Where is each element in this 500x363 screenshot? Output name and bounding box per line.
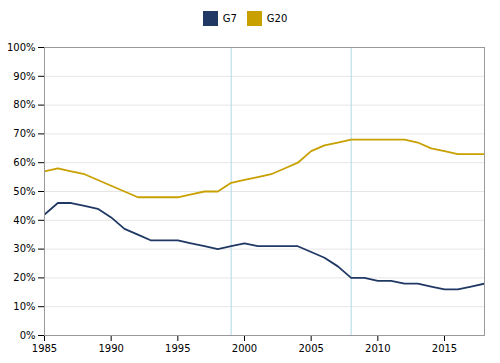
svg-text:2010: 2010 (365, 343, 390, 354)
svg-text:2015: 2015 (432, 343, 457, 354)
svg-text:60%: 60% (13, 157, 35, 168)
svg-text:1995: 1995 (165, 343, 190, 354)
html-text:G20: G20 (266, 12, 288, 24)
html-text:G7: G7 (222, 12, 237, 24)
svg-text:100%: 100% (7, 42, 36, 53)
svg-text:2000: 2000 (232, 343, 257, 354)
svg-text:20%: 20% (13, 272, 35, 283)
svg-text:40%: 40% (13, 215, 35, 226)
svg-text:2005: 2005 (298, 343, 323, 354)
svg-text:70%: 70% (13, 128, 35, 139)
svg-text:30%: 30% (13, 243, 35, 254)
svg-text:0%: 0% (20, 330, 36, 341)
svg-text:1985: 1985 (32, 343, 57, 354)
svg-text:50%: 50% (13, 186, 35, 197)
svg-text:80%: 80% (13, 99, 35, 110)
svg-text:1990: 1990 (98, 343, 123, 354)
svg-text:10%: 10% (13, 301, 35, 312)
svg-text:90%: 90% (13, 71, 35, 82)
